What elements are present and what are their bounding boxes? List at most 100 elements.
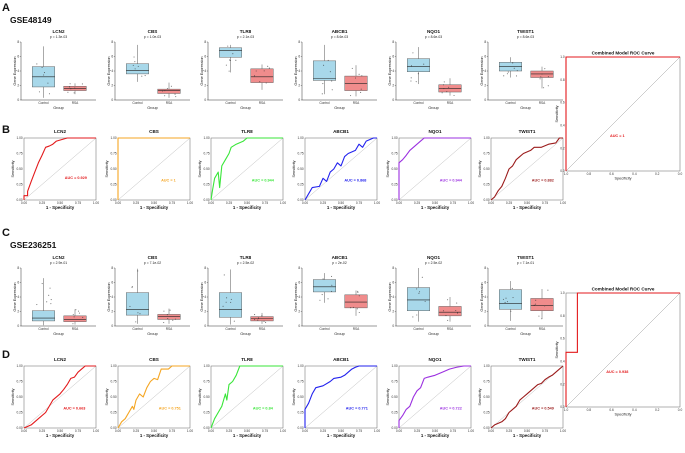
x-tick-label: 0.25 bbox=[226, 429, 232, 433]
y-tick-label: 6 bbox=[392, 281, 394, 285]
auc-label: AUC = 0.549 bbox=[532, 406, 554, 410]
y-tick-label: 1.00 bbox=[391, 364, 397, 368]
jitter-point bbox=[351, 67, 353, 69]
y-tick-label: 6 bbox=[484, 281, 486, 285]
jitter-point bbox=[502, 298, 505, 300]
y-tick-label: 2 bbox=[298, 84, 300, 88]
y-tick-label: 1.00 bbox=[203, 364, 209, 368]
y-tick-label: 0.00 bbox=[391, 426, 397, 430]
x-tick-label: 0.25 bbox=[133, 201, 139, 205]
jitter-point bbox=[227, 45, 229, 47]
box-control bbox=[313, 279, 336, 293]
y-tick-label: 2 bbox=[111, 84, 113, 88]
x-tick-label: 0.50 bbox=[432, 429, 438, 433]
jitter-point bbox=[511, 287, 513, 289]
y-tick-label: 8 bbox=[298, 40, 300, 44]
jitter-point bbox=[354, 77, 357, 79]
jitter-point bbox=[36, 63, 38, 65]
dataset-label-gse236251: GSE236251 bbox=[10, 240, 57, 250]
x-tick-label: 0.75 bbox=[75, 429, 81, 433]
jitter-point bbox=[43, 72, 46, 74]
boxplot-pvalue: p = 8.6e-03 bbox=[425, 35, 442, 39]
auc-label: AUC = 0.663 bbox=[63, 406, 85, 410]
jitter-point bbox=[321, 93, 323, 95]
x-tick-label: 0.50 bbox=[432, 201, 438, 205]
jitter-point bbox=[410, 65, 412, 67]
y-tick-label: 8 bbox=[204, 40, 206, 44]
y-tick-label: 0.00 bbox=[297, 426, 303, 430]
jitter-point bbox=[77, 310, 80, 312]
jitter-point bbox=[506, 301, 509, 303]
jitter-point bbox=[456, 312, 459, 314]
x-tick-label: 0.50 bbox=[151, 429, 157, 433]
jitter-point bbox=[233, 320, 235, 322]
auc-label: AUC = 0.882 bbox=[532, 178, 554, 182]
roc-gse236251-twist1: TWIST1 0.000.00 0.25 0.25 0.50 0.50 0.75 0.75 1.… bbox=[478, 357, 566, 438]
jitter-point bbox=[441, 92, 443, 94]
y-tick-label: 4 bbox=[484, 295, 486, 299]
y-tick-label: 4 bbox=[484, 69, 486, 73]
y-tick-label: 0.50 bbox=[483, 167, 489, 171]
jitter-point bbox=[539, 78, 541, 80]
jitter-point bbox=[506, 73, 508, 75]
boxplot-pvalue: p = 7.1e-01 bbox=[517, 261, 534, 265]
x-tick-label: 0.75 bbox=[262, 201, 268, 205]
x-tick-label: Control bbox=[319, 327, 330, 331]
y-axis-label: Sensitivity bbox=[478, 388, 482, 405]
jitter-point bbox=[255, 70, 257, 72]
jitter-point bbox=[163, 321, 165, 324]
box-control bbox=[499, 289, 522, 310]
jitter-point bbox=[541, 318, 543, 320]
y-tick-label: 8 bbox=[17, 266, 19, 270]
y-tick-label: 4 bbox=[298, 69, 300, 73]
y-tick-label: 0.00 bbox=[110, 426, 116, 430]
y-tick-label: 6 bbox=[17, 281, 19, 285]
jitter-point bbox=[257, 317, 260, 319]
x-axis-label: 1 - Specificity bbox=[421, 205, 450, 210]
roc-curve bbox=[398, 137, 471, 200]
jitter-point bbox=[47, 82, 49, 84]
boxplot-pvalue: p = 2e-02 bbox=[332, 261, 347, 265]
y-tick-label: 0.75 bbox=[391, 380, 397, 384]
x-axis-label: Specificity bbox=[614, 413, 631, 417]
y-tick-label: 0.25 bbox=[483, 411, 489, 415]
y-tick-label: 0 bbox=[204, 324, 206, 328]
jitter-point bbox=[443, 81, 445, 83]
x-tick-label: 0.75 bbox=[356, 201, 362, 205]
jitter-point bbox=[330, 290, 333, 292]
jitter-point bbox=[164, 90, 166, 92]
y-tick-label: 0.2 bbox=[560, 382, 565, 386]
jitter-point bbox=[167, 318, 169, 320]
roc-title: ABCB1 bbox=[333, 357, 349, 362]
jitter-point bbox=[504, 301, 506, 304]
x-tick-label: RSA bbox=[353, 327, 360, 331]
jitter-point bbox=[67, 91, 69, 93]
boxplot-title: LCN2 bbox=[53, 255, 65, 260]
y-tick-label: 0 bbox=[17, 324, 19, 328]
box-rsa bbox=[438, 306, 462, 317]
y-tick-label: 1.00 bbox=[391, 136, 397, 140]
auc-label: AUC = 0.771 bbox=[346, 406, 368, 410]
y-tick-label: 8 bbox=[392, 266, 394, 270]
x-tick-label: 0.50 bbox=[151, 201, 157, 205]
x-tick-label: 0.6 bbox=[609, 408, 614, 412]
panel-label-d: D bbox=[2, 349, 10, 361]
x-tick-label: 0.75 bbox=[542, 201, 548, 205]
jitter-point bbox=[78, 312, 80, 314]
box-control bbox=[219, 47, 242, 58]
y-tick-label: 0.6 bbox=[560, 101, 565, 105]
x-tick-label: 0.0 bbox=[678, 408, 683, 412]
jitter-point bbox=[512, 296, 514, 299]
jitter-point bbox=[331, 80, 333, 82]
box-control bbox=[126, 63, 149, 75]
x-tick-label: 0.25 bbox=[506, 429, 512, 433]
boxplot-title: TWIST1 bbox=[517, 29, 534, 34]
jitter-point bbox=[135, 321, 137, 323]
jitter-point bbox=[137, 65, 139, 67]
y-tick-label: 0.00 bbox=[203, 198, 209, 202]
x-tick-label: 1.00 bbox=[374, 429, 380, 433]
combined-diagonal bbox=[565, 56, 681, 172]
